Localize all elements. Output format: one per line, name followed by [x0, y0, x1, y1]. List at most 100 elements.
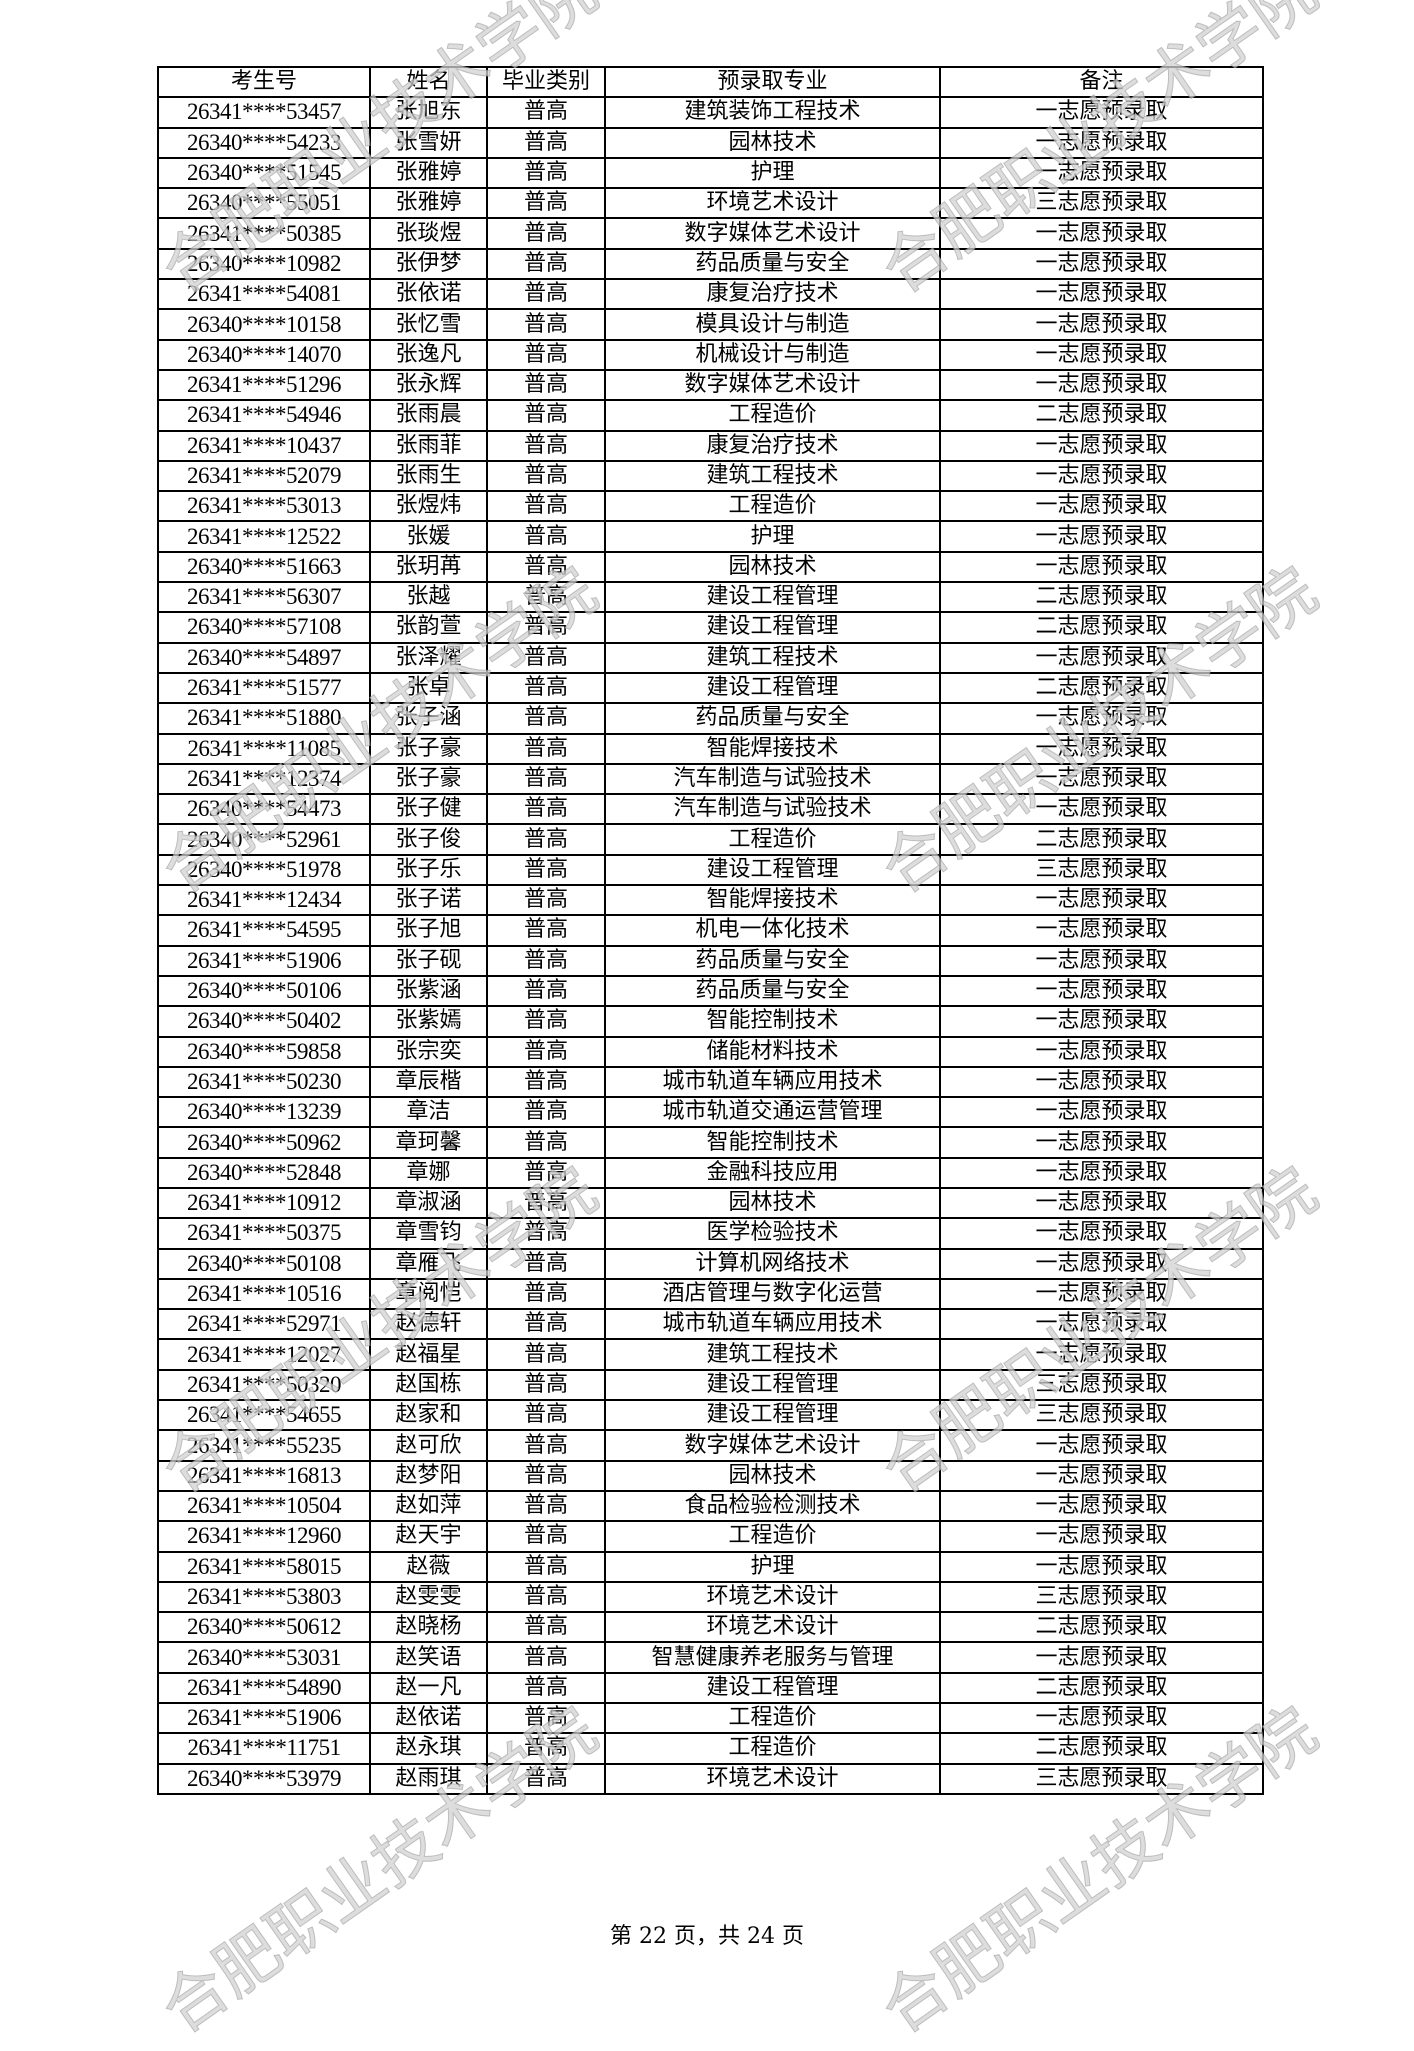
major-cell: 康复治疗技术: [604, 278, 941, 311]
remark-cell: 三志愿预录取: [939, 1399, 1264, 1432]
major-cell: 医学检验技术: [604, 1217, 941, 1250]
major-cell: 护理: [604, 520, 941, 553]
remark-cell: 一志愿预录取: [939, 944, 1264, 977]
graduate-type-cell: 普高: [486, 1186, 606, 1220]
remark-cell: 三志愿预录取: [939, 1762, 1264, 1795]
major-cell: 康复治疗技术: [604, 429, 941, 462]
major-cell: 药品质量与安全: [604, 974, 941, 1008]
exam-id-cell: 26341****53457: [157, 96, 371, 129]
graduate-type-cell: 普高: [486, 1762, 606, 1795]
major-cell: 工程造价: [604, 399, 941, 432]
remark-cell: 一志愿预录取: [939, 217, 1264, 250]
table-row: 26340****54233 张雪妍 普高 园林技术 一志愿预录取: [157, 126, 1264, 159]
table-row: 26340****10158 张忆雪 普高 模具设计与制造 一志愿预录取: [157, 308, 1264, 341]
exam-id-cell: 26340****54897: [157, 641, 371, 674]
name-cell: 章辰楷: [369, 1065, 488, 1099]
graduate-type-cell: 普高: [486, 1580, 606, 1614]
exam-id-cell: 26341****56307: [157, 581, 371, 614]
exam-id-cell: 26341****53803: [157, 1580, 371, 1614]
name-cell: 张紫涵: [369, 974, 488, 1008]
name-cell: 赵依诺: [369, 1702, 488, 1735]
graduate-type-cell: 普高: [486, 1671, 606, 1705]
major-cell: 工程造价: [604, 490, 941, 523]
major-cell: 汽车制造与试验技术: [604, 793, 941, 826]
graduate-type-cell: 普高: [486, 156, 606, 190]
name-cell: 张忆雪: [369, 308, 488, 341]
major-cell: 园林技术: [604, 1459, 941, 1492]
major-cell: 建筑装饰工程技术: [604, 96, 941, 129]
exam-id-cell: 26340****54473: [157, 793, 371, 826]
major-cell: 工程造价: [604, 1520, 941, 1553]
major-cell: 城市轨道车辆应用技术: [604, 1308, 941, 1341]
remark-cell: 一志愿预录取: [939, 1005, 1264, 1038]
remark-cell: 二志愿预录取: [939, 581, 1264, 614]
table-row: 26340****59858 张宗奕 普高 储能材料技术 一志愿预录取: [157, 1035, 1264, 1068]
exam-id-cell: 26341****52079: [157, 459, 371, 493]
table-row: 26340****13239 章洁 普高 城市轨道交通运营管理 一志愿预录取: [157, 1096, 1264, 1129]
remark-cell: 一志愿预录取: [939, 702, 1264, 735]
exam-id-cell: 26340****51663: [157, 550, 371, 584]
major-cell: 建筑工程技术: [604, 459, 941, 493]
major-cell: 建筑工程技术: [604, 641, 941, 674]
graduate-type-cell: 普高: [486, 1520, 606, 1553]
table-header-row: 考生号 姓名 毕业类别 预录取专业 备注: [157, 65, 1264, 99]
graduate-type-cell: 普高: [486, 762, 606, 796]
table-row: 26341****10504 赵如萍 普高 食品检验检测技术 一志愿预录取: [157, 1489, 1264, 1523]
remark-cell: 一志愿预录取: [939, 490, 1264, 523]
remark-cell: 一志愿预录取: [939, 459, 1264, 493]
major-cell: 计算机网络技术: [604, 1247, 941, 1280]
header-graduate-type: 毕业类别: [486, 65, 606, 99]
exam-id-cell: 26341****54081: [157, 278, 371, 311]
major-cell: 工程造价: [604, 823, 941, 856]
table-row: 26340****54473 张子健 普高 汽车制造与试验技术 一志愿预录取: [157, 793, 1264, 826]
table-row: 26341****12434 张子诺 普高 智能焊接技术 一志愿预录取: [157, 884, 1264, 917]
table-row: 26340****54897 张泽耀 普高 建筑工程技术 一志愿预录取: [157, 641, 1264, 674]
table-row: 26341****54946 张雨晨 普高 工程造价 二志愿预录取: [157, 399, 1264, 432]
table-row: 26341****50375 章雪钧 普高 医学检验技术 一志愿预录取: [157, 1217, 1264, 1250]
exam-id-cell: 26341****10437: [157, 429, 371, 462]
major-cell: 建设工程管理: [604, 1399, 941, 1432]
name-cell: 赵如萍: [369, 1489, 488, 1523]
name-cell: 赵国栋: [369, 1368, 488, 1402]
exam-id-cell: 26340****51545: [157, 156, 371, 190]
name-cell: 赵薇: [369, 1550, 488, 1583]
page-number: 第 22 页，共 24 页: [610, 1924, 804, 1949]
exam-id-cell: 26341****10912: [157, 1186, 371, 1220]
exam-id-cell: 26340****10158: [157, 308, 371, 341]
admission-table: 考生号 姓名 毕业类别 预录取专业 备注 26341****53457 张旭东 普高…: [157, 65, 1264, 1795]
graduate-type-cell: 普高: [486, 793, 606, 826]
graduate-type-cell: 普高: [486, 581, 606, 614]
major-cell: 护理: [604, 156, 941, 190]
major-cell: 环境艺术设计: [604, 1762, 941, 1795]
table-row: 26340****50106 张紫涵 普高 药品质量与安全 一志愿预录取: [157, 974, 1264, 1008]
remark-cell: 一志愿预录取: [939, 1429, 1264, 1462]
exam-id-cell: 26341****12960: [157, 1520, 371, 1553]
remark-cell: 一志愿预录取: [939, 1035, 1264, 1068]
table-row: 26341****11085 张子豪 普高 智能焊接技术 一志愿预录取: [157, 732, 1264, 765]
exam-id-cell: 26340****59858: [157, 1035, 371, 1068]
remark-cell: 一志愿预录取: [939, 1277, 1264, 1311]
major-cell: 建设工程管理: [604, 1671, 941, 1705]
table-row: 26340****50402 张紫嫣 普高 智能控制技术 一志愿预录取: [157, 1005, 1264, 1038]
table-row: 26340****51978 张子乐 普高 建设工程管理 三志愿预录取: [157, 853, 1264, 887]
graduate-type-cell: 普高: [486, 187, 606, 220]
exam-id-cell: 26340****13239: [157, 1096, 371, 1129]
major-cell: 数字媒体艺术设计: [604, 1429, 941, 1462]
table-row: 26341****58015 赵薇 普高 护理 一志愿预录取: [157, 1550, 1264, 1583]
name-cell: 张子豪: [369, 762, 488, 796]
name-cell: 赵福星: [369, 1338, 488, 1371]
major-cell: 数字媒体艺术设计: [604, 368, 941, 402]
graduate-type-cell: 普高: [486, 1308, 606, 1341]
remark-cell: 二志愿预录取: [939, 399, 1264, 432]
name-cell: 章珂馨: [369, 1126, 488, 1159]
major-cell: 智能控制技术: [604, 1126, 941, 1159]
graduate-type-cell: 普高: [486, 1611, 606, 1644]
name-cell: 张玥苒: [369, 550, 488, 584]
table-row: 26341****50320 赵国栋 普高 建设工程管理 三志愿预录取: [157, 1368, 1264, 1402]
name-cell: 张媛: [369, 520, 488, 553]
major-cell: 建设工程管理: [604, 671, 941, 705]
major-cell: 智能焊接技术: [604, 732, 941, 765]
remark-cell: 一志愿预录取: [939, 641, 1264, 674]
graduate-type-cell: 普高: [486, 702, 606, 735]
major-cell: 药品质量与安全: [604, 944, 941, 977]
